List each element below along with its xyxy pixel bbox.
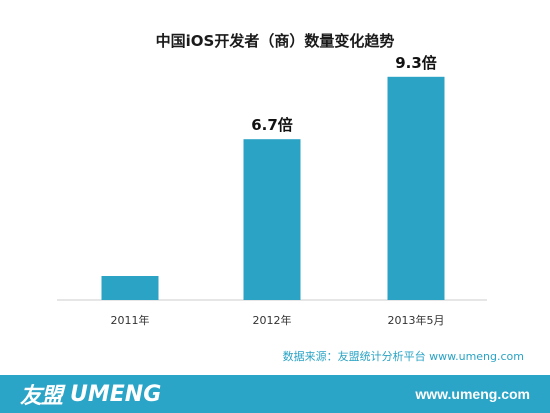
x-tick-label-2: 2013年5月 xyxy=(388,313,445,327)
umeng-logo: 友盟 UMENG xyxy=(20,380,162,410)
data-label-2: 9.3倍 xyxy=(395,54,437,72)
chart-title: 中国iOS开发者（商）数量变化趋势 xyxy=(155,32,395,50)
bar-1 xyxy=(243,139,301,300)
x-tick-label-1: 2012年 xyxy=(253,313,292,327)
bar-2 xyxy=(387,76,445,300)
logo-cn: 友盟 xyxy=(20,384,63,409)
x-tick-label-0: 2011年 xyxy=(111,313,150,327)
bar-0 xyxy=(101,276,159,300)
data-label-1: 6.7倍 xyxy=(251,116,293,134)
bar-chart: 2011年 2012年 6.7倍 2013年5月 9.3倍 xyxy=(57,54,487,327)
data-source-note: 数据来源：友盟统计分析平台 www.umeng.com xyxy=(282,350,524,363)
footer-url: www.umeng.com xyxy=(415,386,530,402)
footer-bar: 友盟 UMENG www.umeng.com xyxy=(0,375,550,413)
logo-en: UMENG xyxy=(70,381,162,407)
